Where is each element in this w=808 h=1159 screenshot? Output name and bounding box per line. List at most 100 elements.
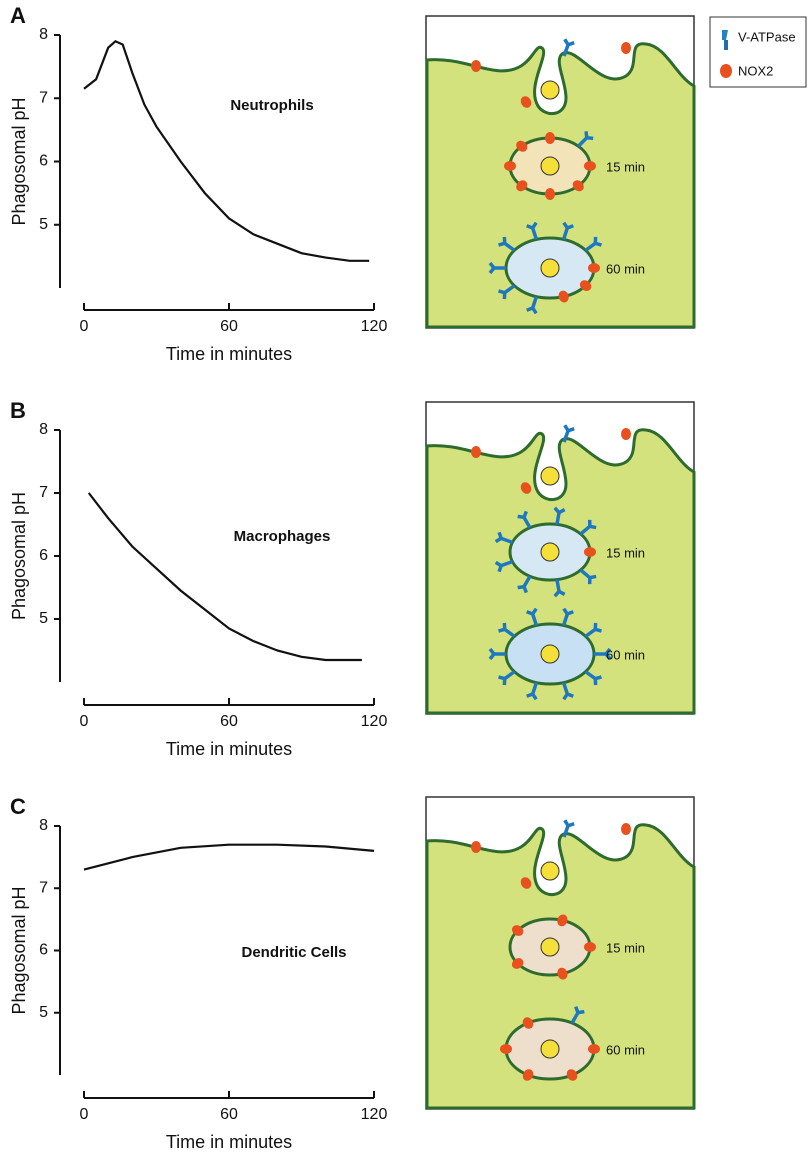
particle [540,258,560,278]
v-atpase [584,670,602,686]
nox2 [511,925,524,936]
y-axis-title: Phagosomal pH [9,492,29,620]
x-tick-label: 0 [80,713,89,730]
panel-label: A [10,3,26,28]
time-label: 15 min [606,159,645,174]
x-axis-title: Time in minutes [166,1132,292,1152]
nox2 [621,42,631,54]
y-tick-label: 7 [39,484,48,501]
v-atpase [561,221,574,241]
v-atpase [562,819,575,838]
nox2 [504,161,516,171]
v-atpase [498,236,516,252]
v-atpase [579,568,597,585]
v-atpase [488,261,506,275]
v-atpase [584,236,602,252]
y-tick-label: 5 [39,216,48,233]
nox2 [621,428,631,440]
y-axis-title: Phagosomal pH [9,886,29,1014]
nox2 [520,96,532,108]
particle [540,80,560,100]
y-tick-label: 5 [39,1004,48,1021]
particle [540,1039,560,1059]
nox2 [471,841,481,853]
x-axis-title: Time in minutes [166,344,292,364]
v-atpase [494,531,514,545]
nox2 [471,446,481,458]
data-line [83,40,370,262]
nox2 [588,1044,600,1054]
y-tick-label: 8 [39,817,48,834]
particle [540,542,560,562]
v-atpase [561,681,574,701]
legend: V-ATPase NOX2 [709,16,807,88]
x-tick-label: 0 [80,318,89,335]
nox2 [520,877,532,889]
nox2 [579,280,592,292]
v-atpase [562,424,575,443]
panel-label: C [10,794,26,819]
particle [540,156,560,176]
nox2 [545,132,555,144]
time-label: 60 min [606,1042,645,1057]
particle [540,644,560,664]
nox2 [557,914,568,927]
nox2 [566,1069,578,1081]
x-tick-label: 0 [80,1106,89,1123]
v-atpase [584,622,602,638]
nox2 [520,482,532,494]
nox2 [522,1069,534,1081]
nox2 [572,180,584,192]
x-tick-label: 60 [220,1106,238,1123]
time-label: 60 min [606,261,645,276]
y-tick-label: 6 [39,942,48,959]
nox2 [558,290,569,303]
y-tick-label: 7 [39,89,48,106]
nox2 [545,188,555,200]
cell-diagram: 15 min 60 min [425,15,696,329]
x-tick-label: 120 [361,318,388,335]
y-tick-label: 7 [39,879,48,896]
v-atpase-icon [722,30,728,50]
v-atpase [594,647,612,661]
nox2 [584,547,596,557]
data-line [87,492,362,662]
time-label: 15 min [606,940,645,955]
nox2 [584,942,596,952]
v-atpase [494,559,514,573]
v-atpase [579,519,597,536]
v-atpase [561,607,574,627]
v-atpase [553,506,566,525]
v-atpase [488,647,506,661]
nox2 [500,1044,512,1054]
y-tick-label: 8 [39,421,48,438]
v-atpase [526,295,539,315]
nox2 [516,180,528,192]
x-axis-title: Time in minutes [166,739,292,759]
cell-diagram: 15 min 60 min [425,401,696,715]
nox2 [621,823,631,835]
v-atpase [498,284,516,300]
x-tick-label: 120 [361,713,388,730]
x-tick-label: 60 [220,713,238,730]
legend-label: NOX2 [738,63,773,78]
nox2 [516,140,528,152]
y-tick-label: 8 [39,26,48,43]
panel-label: B [10,398,26,423]
data-line [83,843,375,871]
x-tick-label: 120 [361,1106,388,1123]
annotation: Macrophages [234,528,331,545]
v-atpase [553,579,566,598]
v-atpase [526,607,539,627]
time-label: 60 min [606,647,645,662]
cell-diagram: 15 min 60 min [425,796,696,1110]
v-atpase [517,510,532,529]
v-atpase [517,575,532,594]
y-tick-label: 6 [39,153,48,170]
v-atpase [498,622,516,638]
x-tick-label: 60 [220,318,238,335]
nox2 [557,967,568,980]
particle [540,937,560,957]
particle [540,861,560,881]
